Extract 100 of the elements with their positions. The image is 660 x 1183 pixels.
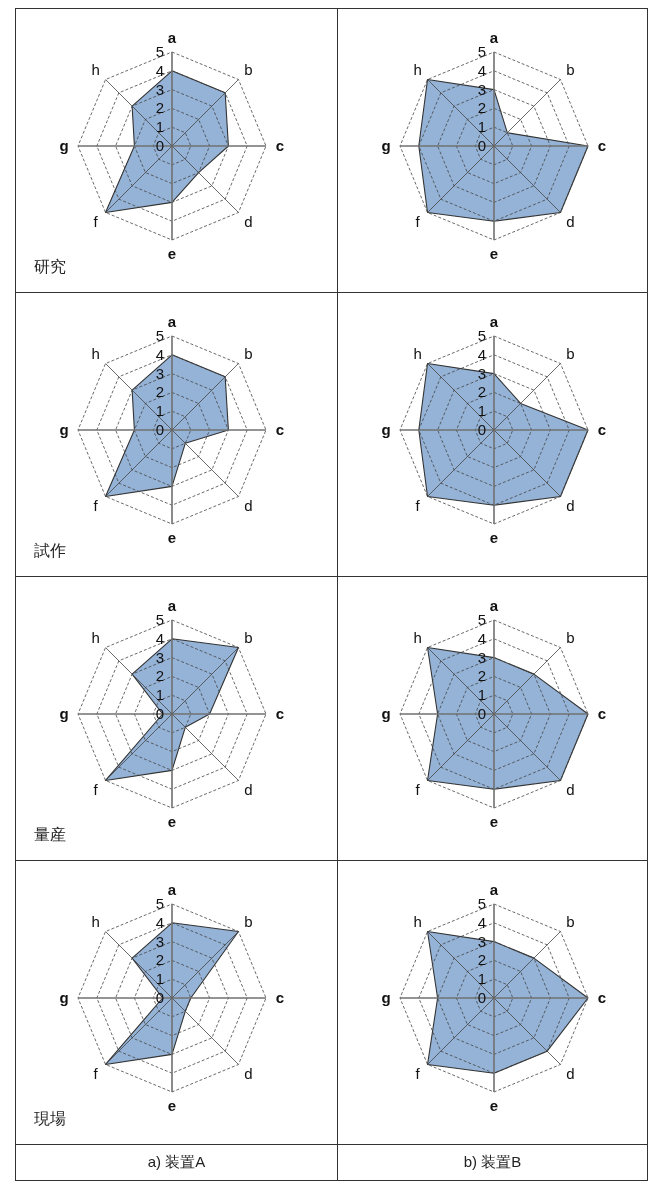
tick-label: 0 xyxy=(477,705,487,722)
tick-label: 3 xyxy=(155,364,165,382)
category-label: b xyxy=(244,912,253,930)
tick-label: 0 xyxy=(155,421,165,438)
tick-label: 5 xyxy=(477,611,487,628)
category-label: c xyxy=(597,705,607,722)
category-label: g xyxy=(59,421,69,438)
category-label: b xyxy=(566,912,575,930)
category-label: e xyxy=(167,813,177,830)
tick-label: 2 xyxy=(477,667,487,685)
category-label: c xyxy=(597,989,607,1006)
tick-label: 5 xyxy=(155,327,165,344)
category-label: h xyxy=(413,60,422,78)
category-label: a xyxy=(489,29,499,46)
category-label: d xyxy=(244,213,253,231)
category-label: g xyxy=(59,705,69,722)
category-label: g xyxy=(381,705,391,722)
category-label: h xyxy=(91,344,100,362)
category-label: d xyxy=(566,213,575,231)
category-label: f xyxy=(415,1065,420,1083)
category-label: e xyxy=(489,1097,499,1114)
tick-label: 5 xyxy=(155,611,165,628)
tick-label: 1 xyxy=(477,686,487,704)
category-label: c xyxy=(275,705,285,722)
category-label: b xyxy=(566,628,575,646)
tick-label: 0 xyxy=(477,421,487,438)
category-label: h xyxy=(91,60,100,78)
category-label: a xyxy=(489,597,499,614)
tick-label: 0 xyxy=(155,989,165,1006)
tick-label: 5 xyxy=(477,43,487,60)
category-label: h xyxy=(91,912,100,930)
tick-label: 4 xyxy=(477,345,487,363)
tick-label: 2 xyxy=(477,383,487,401)
tick-label: 4 xyxy=(155,629,165,647)
tick-label: 3 xyxy=(155,932,165,950)
tick-label: 3 xyxy=(155,648,165,666)
category-label: e xyxy=(167,245,177,262)
tick-label: 0 xyxy=(155,137,165,154)
category-label: f xyxy=(415,497,420,515)
category-label: f xyxy=(93,781,98,799)
tick-label: 1 xyxy=(155,402,165,420)
category-label: b xyxy=(566,344,575,362)
category-label: e xyxy=(489,529,499,546)
category-label: d xyxy=(566,1065,575,1083)
tick-label: 0 xyxy=(477,989,487,1006)
category-label: d xyxy=(566,781,575,799)
tick-label: 1 xyxy=(477,402,487,420)
category-label: b xyxy=(566,60,575,78)
title: a) 装置A xyxy=(147,1153,206,1170)
annotation: 量産 xyxy=(34,826,66,843)
category-label: g xyxy=(381,137,391,154)
tick-label: 1 xyxy=(477,970,487,988)
category-label: a xyxy=(167,881,177,898)
category-label: e xyxy=(489,813,499,830)
category-label: h xyxy=(413,344,422,362)
category-label: a xyxy=(489,881,499,898)
tick-label: 4 xyxy=(155,61,165,79)
tick-label: 0 xyxy=(477,137,487,154)
tick-label: 2 xyxy=(477,99,487,117)
tick-label: 4 xyxy=(477,913,487,931)
tick-label: 4 xyxy=(477,61,487,79)
category-label: c xyxy=(275,421,285,438)
category-label: a xyxy=(167,29,177,46)
category-label: a xyxy=(489,313,499,330)
tick-label: 1 xyxy=(155,686,165,704)
category-label: b xyxy=(244,60,253,78)
category-label: a xyxy=(167,313,177,330)
tick-label: 4 xyxy=(155,345,165,363)
category-label: d xyxy=(244,497,253,515)
annotation: 現場 xyxy=(34,1110,66,1127)
tick-label: 1 xyxy=(155,118,165,136)
category-label: f xyxy=(415,781,420,799)
category-label: c xyxy=(275,137,285,154)
annotation: 試作 xyxy=(34,542,66,559)
tick-label: 2 xyxy=(155,383,165,401)
tick-label: 5 xyxy=(477,327,487,344)
category-label: f xyxy=(93,1065,98,1083)
category-label: e xyxy=(167,529,177,546)
tick-label: 2 xyxy=(155,99,165,117)
tick-label: 4 xyxy=(477,629,487,647)
category-label: h xyxy=(91,628,100,646)
category-label: a xyxy=(167,597,177,614)
tick-label: 2 xyxy=(155,667,165,685)
tick-label: 3 xyxy=(155,80,165,98)
category-label: f xyxy=(415,213,420,231)
category-label: f xyxy=(93,213,98,231)
category-label: e xyxy=(167,1097,177,1114)
category-label: g xyxy=(59,989,69,1006)
tick-label: 2 xyxy=(477,951,487,969)
category-label: g xyxy=(381,989,391,1006)
category-label: g xyxy=(381,421,391,438)
category-label: c xyxy=(597,421,607,438)
tick-label: 5 xyxy=(155,895,165,912)
tick-label: 5 xyxy=(477,895,487,912)
category-label: d xyxy=(566,497,575,515)
category-label: c xyxy=(597,137,607,154)
tick-label: 0 xyxy=(155,705,165,722)
tick-label: 4 xyxy=(155,913,165,931)
category-label: b xyxy=(244,344,253,362)
tick-label: 1 xyxy=(477,118,487,136)
